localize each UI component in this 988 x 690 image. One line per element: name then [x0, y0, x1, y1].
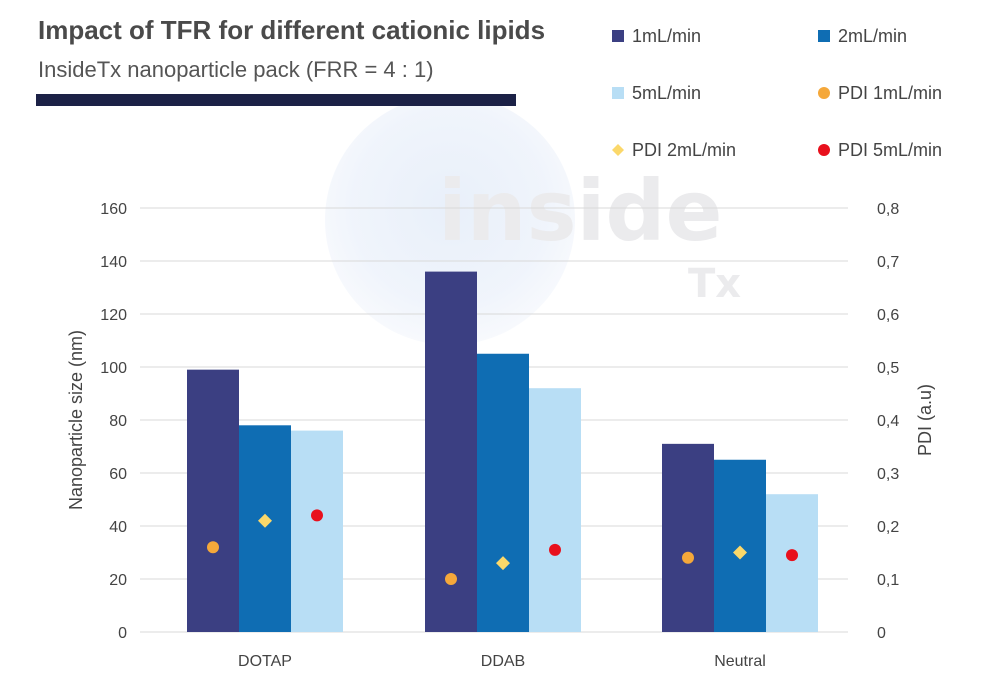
pdi-markers [207, 509, 798, 585]
pdi-marker-ddab-3 [549, 543, 561, 556]
y-tick-label: 120 [100, 307, 127, 324]
y-tick-label: 140 [100, 254, 127, 271]
y-tick-label: 20 [109, 572, 127, 589]
legend-item-1: 1mL/min [612, 26, 701, 46]
legend-item-4: PDI 1mL/min [818, 83, 942, 103]
pdi-marker-neutral-1 [682, 551, 694, 564]
watermark-circle [325, 95, 575, 345]
legend-item-2: 2mL/min [818, 26, 907, 46]
y-axis-right: 0 0,1 0,2 0,3 0,4 0,5 0,6 0,7 0,8 [877, 201, 899, 642]
x-tick-label: DDAB [481, 653, 525, 670]
y2-axis-label: PDI (a.u) [915, 384, 935, 456]
pdi-marker-dotap-1 [207, 541, 219, 554]
y2-tick-label: 0,1 [877, 572, 899, 589]
y2-tick-label: 0,2 [877, 519, 899, 536]
pdi-marker-ddab-1 [445, 573, 457, 585]
y-tick-label: 0 [118, 625, 127, 642]
legend-label: PDI 1mL/min [838, 83, 942, 103]
legend-swatch [612, 87, 624, 99]
legend-label: PDI 5mL/min [838, 140, 942, 160]
y2-tick-label: 0,6 [877, 307, 899, 324]
bar-dotap-2 [239, 425, 291, 632]
watermark-word: inside [438, 162, 722, 260]
x-tick-label: DOTAP [238, 653, 292, 670]
legend-label: 5mL/min [632, 83, 701, 103]
watermark-sub: Tx [688, 261, 741, 307]
y-tick-label: 80 [109, 413, 127, 430]
title-rule [36, 94, 516, 106]
y2-tick-label: 0,8 [877, 201, 899, 218]
watermark-logo: inside Tx [325, 95, 741, 345]
pdi-marker-ddab-2 [496, 556, 510, 571]
pdi-marker-neutral-3 [786, 549, 798, 562]
pdi-marker-dotap-3 [311, 509, 323, 522]
y2-tick-label: 0,7 [877, 254, 899, 271]
bar-dotap-3 [291, 430, 343, 632]
bar-neutral-3 [766, 494, 818, 632]
bar-dotap-1 [187, 369, 239, 632]
chart-subtitle: InsideTx nanoparticle pack (FRR = 4 : 1) [38, 57, 434, 82]
y-axis-label: Nanoparticle size (nm) [66, 330, 86, 510]
bars [187, 271, 818, 632]
legend-item-5: PDI 2mL/min [612, 140, 736, 160]
x-tick-label: Neutral [714, 653, 766, 670]
y2-tick-label: 0 [877, 625, 886, 642]
y2-tick-label: 0,4 [877, 413, 899, 430]
legend-label: 1mL/min [632, 26, 701, 46]
legend-swatch [818, 30, 830, 42]
y-axis-left: 0 20 40 60 80 100 120 140 160 [100, 201, 127, 642]
y2-tick-label: 0,3 [877, 466, 899, 483]
y-tick-label: 100 [100, 360, 127, 377]
bar-ddab-2 [477, 353, 529, 632]
y-tick-label: 160 [100, 201, 127, 218]
legend-swatch [818, 87, 830, 99]
legend-label: PDI 2mL/min [632, 140, 736, 160]
legend-swatch [818, 144, 830, 156]
legend-swatch [612, 144, 624, 156]
y-tick-label: 60 [109, 466, 127, 483]
chart-title: Impact of TFR for different cationic lip… [38, 15, 545, 45]
pdi-marker-dotap-2 [258, 513, 272, 528]
x-axis: DOTAP DDAB Neutral [238, 653, 766, 670]
bar-neutral-1 [662, 443, 714, 632]
legend-item-3: 5mL/min [612, 83, 701, 103]
legend-item-6: PDI 5mL/min [818, 140, 942, 160]
y2-tick-label: 0,5 [877, 360, 899, 377]
y-tick-label: 40 [109, 519, 127, 536]
pdi-marker-neutral-2 [733, 545, 747, 560]
legend-swatch [612, 30, 624, 42]
bar-ddab-3 [529, 388, 581, 632]
legend-label: 2mL/min [838, 26, 907, 46]
legend: 1mL/min 2mL/min 5mL/min PDI 1mL/min PDI 2mL/… [612, 26, 942, 160]
bar-ddab-1 [425, 271, 477, 632]
